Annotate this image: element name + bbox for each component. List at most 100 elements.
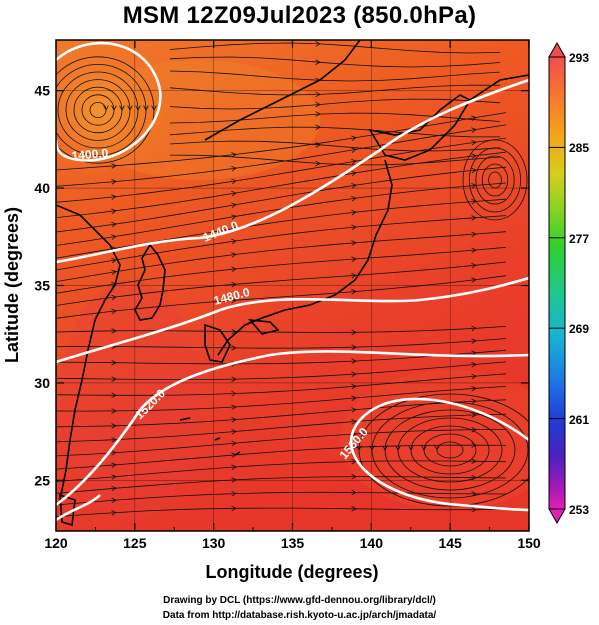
wind-arrowhead (315, 111, 321, 117)
wind-arrowhead (111, 423, 117, 429)
y-axis-label: Latitude (degrees) (2, 207, 22, 363)
wind-arrowhead (351, 240, 357, 246)
streamline-swirl (488, 171, 502, 189)
wind-arrowhead (111, 485, 117, 492)
credit-data-source: Data from http://database.rish.kyoto-u.a… (162, 610, 437, 621)
wind-arrowhead (471, 338, 477, 344)
wind-arrowhead (231, 165, 237, 172)
wind-arrowhead (111, 269, 117, 276)
wind-arrowhead (231, 152, 237, 158)
wind-arrowhead (351, 183, 357, 189)
streamline (56, 386, 507, 412)
streamline (56, 361, 507, 381)
wind-arrowhead (408, 445, 414, 451)
streamline (56, 124, 507, 187)
wind-arrowhead (111, 437, 117, 443)
streamline (169, 140, 501, 152)
wind-arrowhead (351, 289, 357, 295)
wind-arrowhead (471, 247, 477, 254)
colorbar-tick-label: 269 (569, 322, 589, 336)
wind-arrowhead (351, 256, 357, 262)
wind-arrowhead (231, 328, 237, 335)
wind-streamlines (56, 41, 529, 518)
colorbar-tick-label: 285 (569, 141, 589, 155)
streamline (56, 261, 507, 306)
wind-arrowhead (471, 262, 477, 269)
wind-arrowhead (471, 231, 477, 238)
wind-arrowhead (231, 404, 237, 410)
wind-arrowhead (111, 179, 117, 185)
wind-arrowhead (111, 359, 117, 366)
wind-arrowhead (351, 272, 357, 279)
wind-arrowhead (231, 252, 237, 258)
credit-drawing: Drawing by DCL (https://www.gfd-dennou.o… (163, 595, 436, 606)
wind-arrowhead (351, 371, 357, 377)
wind-arrowhead (356, 445, 362, 451)
wind-arrowhead (231, 417, 237, 423)
wind-arrowhead (351, 344, 357, 350)
streamline (56, 429, 507, 457)
wind-arrowhead (471, 127, 477, 133)
x-axis-label: Longitude (degrees) (205, 562, 378, 582)
colorbar-top-triangle (548, 41, 566, 58)
x-tick-label: 150 (517, 535, 541, 551)
wind-arrowhead (111, 497, 117, 504)
wind-arrowhead (315, 124, 321, 131)
y-tick-label: 30 (34, 375, 50, 391)
wind-arrowhead (231, 281, 237, 288)
streamline (169, 154, 501, 166)
wind-arrowhead (471, 458, 477, 465)
wind-arrowhead (471, 373, 477, 380)
wind-arrowhead (111, 221, 117, 228)
wind-arrowhead (119, 105, 125, 111)
wind-arrowhead (471, 325, 477, 332)
wind-arrowhead (231, 297, 237, 304)
wind-arrowhead (127, 105, 133, 111)
wind-arrowhead (471, 215, 477, 221)
wind-arrowhead (135, 105, 141, 111)
wind-arrowhead (434, 445, 440, 451)
streamline (56, 338, 507, 349)
streamline (56, 166, 507, 233)
streamline (56, 231, 507, 282)
streamline (56, 491, 507, 506)
x-tick-label: 120 (44, 535, 68, 551)
contour-1440 (56, 78, 529, 264)
wind-arrowhead (231, 390, 237, 397)
x-tick-label: 125 (123, 535, 147, 551)
wind-arrowhead (111, 234, 117, 240)
wind-arrowhead (351, 473, 357, 480)
wind-arrowhead (111, 474, 117, 480)
streamline (56, 349, 507, 365)
x-tick-label: 145 (438, 535, 462, 551)
x-tick-label: 140 (360, 535, 384, 551)
wind-arrowhead (471, 277, 477, 283)
wind-arrowhead (111, 450, 117, 456)
wind-arrowhead (231, 190, 237, 197)
streamline (56, 413, 507, 443)
wind-arrowhead (231, 376, 237, 382)
wind-arrowhead (471, 442, 477, 448)
wind-arrowhead (351, 358, 357, 364)
wind-arrowhead (231, 214, 237, 220)
wind-arrowhead (231, 490, 237, 497)
x-axis: 120 125 130 135 140 145 150 (44, 40, 541, 551)
wind-arrowhead (351, 329, 357, 336)
wind-arrowhead (471, 412, 477, 418)
colorbar-bottom-triangle (548, 508, 566, 525)
credits: Drawing by DCL (https://www.gfd-dennou.o… (0, 593, 599, 623)
coastlines (56, 40, 529, 527)
wind-arrowhead (315, 142, 321, 148)
wind-arrowhead (111, 462, 117, 468)
wind-arrowhead (315, 41, 321, 47)
streamline (56, 275, 507, 319)
streamline (56, 198, 507, 259)
y-tick-label: 35 (34, 278, 50, 294)
wind-arrowhead (351, 395, 357, 402)
contour-1480 (56, 276, 529, 364)
wind-arrowhead (351, 224, 357, 231)
wind-arrowhead (315, 59, 321, 65)
wind-arrowhead (143, 105, 149, 111)
wind-arrowhead (351, 195, 357, 202)
